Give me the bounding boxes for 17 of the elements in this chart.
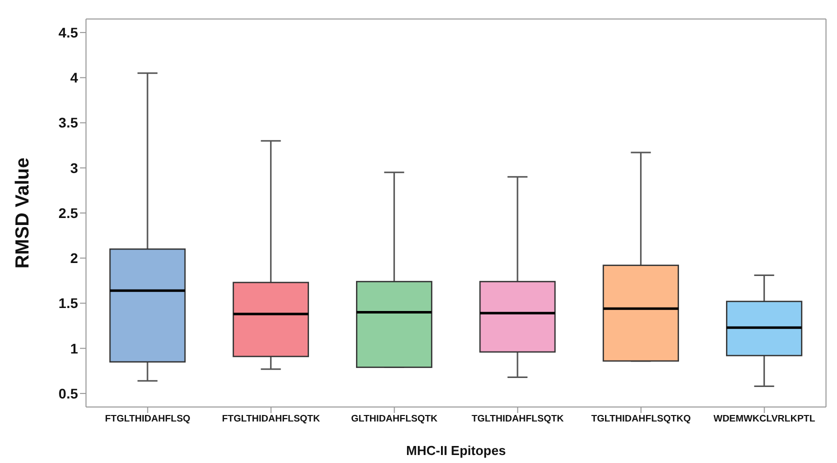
x-tick-label: FTGLTHIDAHFLSQ xyxy=(105,414,190,425)
y-axis-title: RMSD Value xyxy=(12,158,34,268)
y-tick-label: 4.5 xyxy=(58,24,78,41)
x-tick-label: FTGLTHIDAHFLSQTK xyxy=(222,414,320,425)
y-tick-label: 1.5 xyxy=(58,295,78,312)
y-tick-label: 2.5 xyxy=(58,204,78,221)
y-tick-label: 2 xyxy=(70,250,78,266)
x-tick-label: GLTHIDAHFLSQTK xyxy=(351,414,438,425)
x-tick-label: WDEMWKCLVRLKPTL xyxy=(713,414,816,425)
y-tick-label: 4 xyxy=(70,70,78,86)
x-tick-label: TGLTHIDAHFLSQTKQ xyxy=(591,414,691,425)
x-tick-label: TGLTHIDAHFLSQTK xyxy=(472,414,564,425)
y-tick-label: 3 xyxy=(70,160,78,176)
x-axis-title: MHC-II Epitopes xyxy=(406,443,506,458)
y-tick-label: 1 xyxy=(70,340,78,356)
y-tick-label: 0.5 xyxy=(58,385,78,402)
y-tick-label: 3.5 xyxy=(58,114,78,131)
